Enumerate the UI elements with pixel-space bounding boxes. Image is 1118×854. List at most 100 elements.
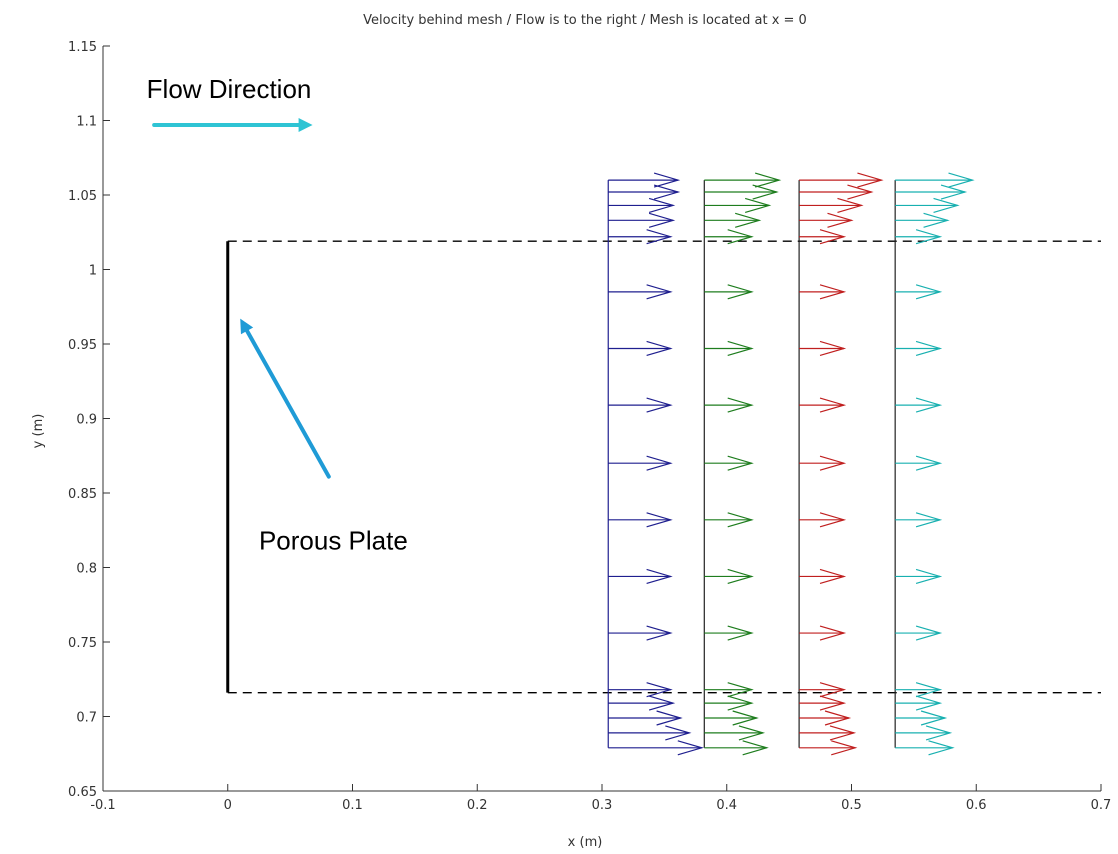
x-axis: -0.1 0 0.1 0.2 0.3 0.4 0.5 0.6 0.7 — [90, 784, 1111, 813]
velocity-arrowhead — [727, 340, 754, 357]
velocity-arrowhead — [915, 284, 943, 300]
velocity-arrowhead — [915, 512, 943, 528]
y-axis-label: y (m) — [31, 414, 46, 449]
annotations: Flow Direction Porous Plate — [147, 74, 408, 555]
velocity-arrowhead — [819, 512, 847, 528]
velocity-arrowhead — [754, 172, 782, 188]
velocity-arrowhead — [727, 568, 754, 585]
velocity-arrowhead — [819, 568, 847, 585]
x-tick-label: 0.1 — [342, 798, 363, 813]
velocity-arrowhead — [646, 625, 673, 641]
velocity-arrowhead — [648, 212, 676, 228]
velocity-arrowhead — [819, 455, 847, 471]
velocity-arrowhead — [915, 397, 943, 413]
velocity-profile — [703, 172, 782, 756]
velocity-arrowhead — [646, 682, 673, 698]
velocity-arrowhead — [646, 397, 673, 413]
velocity-arrowhead — [727, 229, 754, 245]
velocity-arrowhead — [653, 172, 681, 188]
x-tick-label: 0 — [224, 798, 232, 813]
velocity-profile — [607, 172, 704, 756]
velocity-arrowhead — [677, 740, 704, 756]
annotation-arrow — [245, 328, 331, 479]
y-tick-label: 0.9 — [76, 413, 97, 428]
plot-frame — [102, 46, 1101, 792]
x-tick-label: 0.7 — [1091, 798, 1112, 813]
y-tick-label: 0.8 — [76, 562, 97, 577]
velocity-arrowhead — [742, 740, 769, 756]
velocity-arrowhead — [819, 397, 847, 413]
velocity-arrowhead — [819, 229, 847, 245]
x-axis-label: x (m) — [568, 835, 603, 850]
x-tick-label: 0.2 — [467, 798, 488, 813]
y-tick-label: 0.75 — [68, 636, 97, 651]
velocity-arrowhead — [819, 284, 847, 300]
velocity-arrowhead — [646, 284, 673, 300]
velocity-arrowhead — [653, 184, 681, 200]
velocity-arrowhead — [738, 725, 766, 741]
velocity-arrowhead — [727, 284, 754, 300]
velocity-arrowhead — [744, 197, 772, 214]
velocity-arrowhead — [933, 197, 960, 214]
y-tick-label: 1 — [89, 264, 97, 279]
x-tick-label: 0.4 — [716, 798, 737, 813]
x-tick-label: 0.6 — [966, 798, 987, 813]
velocity-arrowhead — [646, 455, 673, 471]
velocity-arrowhead — [915, 455, 943, 471]
velocity-arrowhead — [915, 695, 943, 711]
velocity-arrowhead — [727, 512, 754, 528]
velocity-arrowhead — [646, 229, 673, 245]
velocity-arrowhead — [646, 512, 673, 528]
velocity-arrowhead — [648, 197, 676, 214]
velocity-profile — [798, 172, 884, 756]
velocity-arrowhead — [732, 710, 759, 726]
y-tick-label: 0.65 — [68, 785, 97, 800]
velocity-arrowhead — [819, 682, 847, 698]
y-tick-label: 1.05 — [68, 189, 97, 204]
flow-direction-label: Flow Direction — [147, 74, 312, 104]
y-axis: 0.65 0.7 0.75 0.8 0.85 0.9 0.95 1 1.05 1.1 1.15 — [68, 40, 110, 800]
x-tick-label: -0.1 — [90, 798, 115, 813]
velocity-arrowhead — [727, 455, 754, 471]
x-tick-label: 0.5 — [841, 798, 862, 813]
velocity-arrowhead — [727, 682, 754, 698]
velocity-arrowhead — [656, 710, 683, 726]
velocity-arrowhead — [665, 725, 692, 741]
velocity-arrowhead — [928, 740, 955, 756]
annotation-arrowhead — [298, 117, 313, 132]
boundary-lines — [227, 240, 1101, 694]
velocity-arrowhead — [831, 740, 858, 756]
y-tick-label: 1.1 — [76, 115, 97, 130]
velocity-arrowhead — [827, 212, 854, 228]
porous-plate-label: Porous Plate — [259, 526, 408, 556]
velocity-arrowhead — [948, 172, 975, 188]
velocity-arrowhead — [857, 172, 884, 188]
velocity-arrowhead — [648, 695, 676, 711]
annotation-arrowhead — [240, 318, 254, 335]
velocity-arrowhead — [646, 340, 673, 357]
velocity-arrowhead — [915, 229, 943, 245]
y-tick-label: 1.15 — [68, 40, 97, 55]
velocity-arrowhead — [915, 625, 943, 641]
velocity-arrowhead — [923, 212, 950, 228]
velocity-arrowhead — [735, 212, 762, 228]
velocity-arrowhead — [819, 695, 847, 711]
velocity-arrowhead — [847, 184, 874, 200]
velocity-arrowhead — [915, 340, 943, 357]
y-tick-label: 0.95 — [68, 338, 97, 353]
velocity-arrowhead — [819, 625, 847, 641]
velocity-arrowhead — [727, 397, 754, 413]
x-tick-label: 0.3 — [592, 798, 613, 813]
y-tick-label: 0.7 — [76, 711, 97, 726]
velocity-arrowhead — [824, 710, 852, 726]
velocity-arrowhead — [727, 625, 754, 641]
velocity-arrowhead — [837, 197, 864, 214]
velocity-profile — [894, 172, 975, 756]
velocity-arrowhead — [925, 725, 953, 741]
velocity-arrowhead — [920, 710, 948, 726]
velocity-arrowhead — [752, 184, 779, 200]
velocity-profiles — [607, 172, 975, 756]
velocity-arrowhead — [829, 725, 857, 741]
velocity-arrowhead — [727, 695, 754, 711]
